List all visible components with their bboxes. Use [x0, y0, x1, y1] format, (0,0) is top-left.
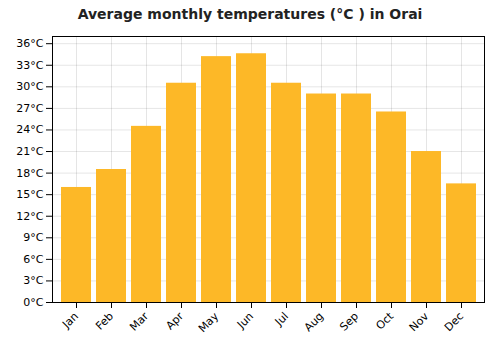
- svg-text:Apr: Apr: [163, 309, 186, 332]
- svg-text:Jun: Jun: [234, 310, 256, 332]
- svg-text:Aug: Aug: [302, 310, 326, 334]
- svg-text:Nov: Nov: [407, 309, 432, 334]
- svg-text:Feb: Feb: [93, 310, 116, 333]
- svg-text:Jan: Jan: [59, 310, 81, 332]
- svg-text:18°C: 18°C: [16, 167, 43, 180]
- svg-text:36°C: 36°C: [16, 37, 43, 50]
- svg-text:Oct: Oct: [373, 309, 396, 332]
- svg-text:33°C: 33°C: [16, 59, 43, 72]
- svg-text:24°C: 24°C: [16, 123, 43, 136]
- svg-text:12°C: 12°C: [16, 210, 43, 223]
- svg-text:3°C: 3°C: [23, 274, 43, 287]
- svg-text:15°C: 15°C: [16, 188, 43, 201]
- svg-text:9°C: 9°C: [23, 231, 43, 244]
- svg-text:Jul: Jul: [272, 310, 291, 329]
- svg-text:Dec: Dec: [442, 310, 466, 334]
- svg-text:May: May: [196, 309, 222, 335]
- html-text:Average monthly temperatures (: Average monthly temperatures (°C ) in Or…: [77, 6, 423, 22]
- svg-text:0°C: 0°C: [23, 296, 43, 309]
- svg-text:Mar: Mar: [127, 309, 151, 333]
- svg-text:Sep: Sep: [337, 310, 361, 334]
- svg-text:30°C: 30°C: [16, 80, 43, 93]
- svg-text:21°C: 21°C: [16, 145, 43, 158]
- svg-text:6°C: 6°C: [23, 253, 43, 266]
- svg-text:27°C: 27°C: [16, 102, 43, 115]
